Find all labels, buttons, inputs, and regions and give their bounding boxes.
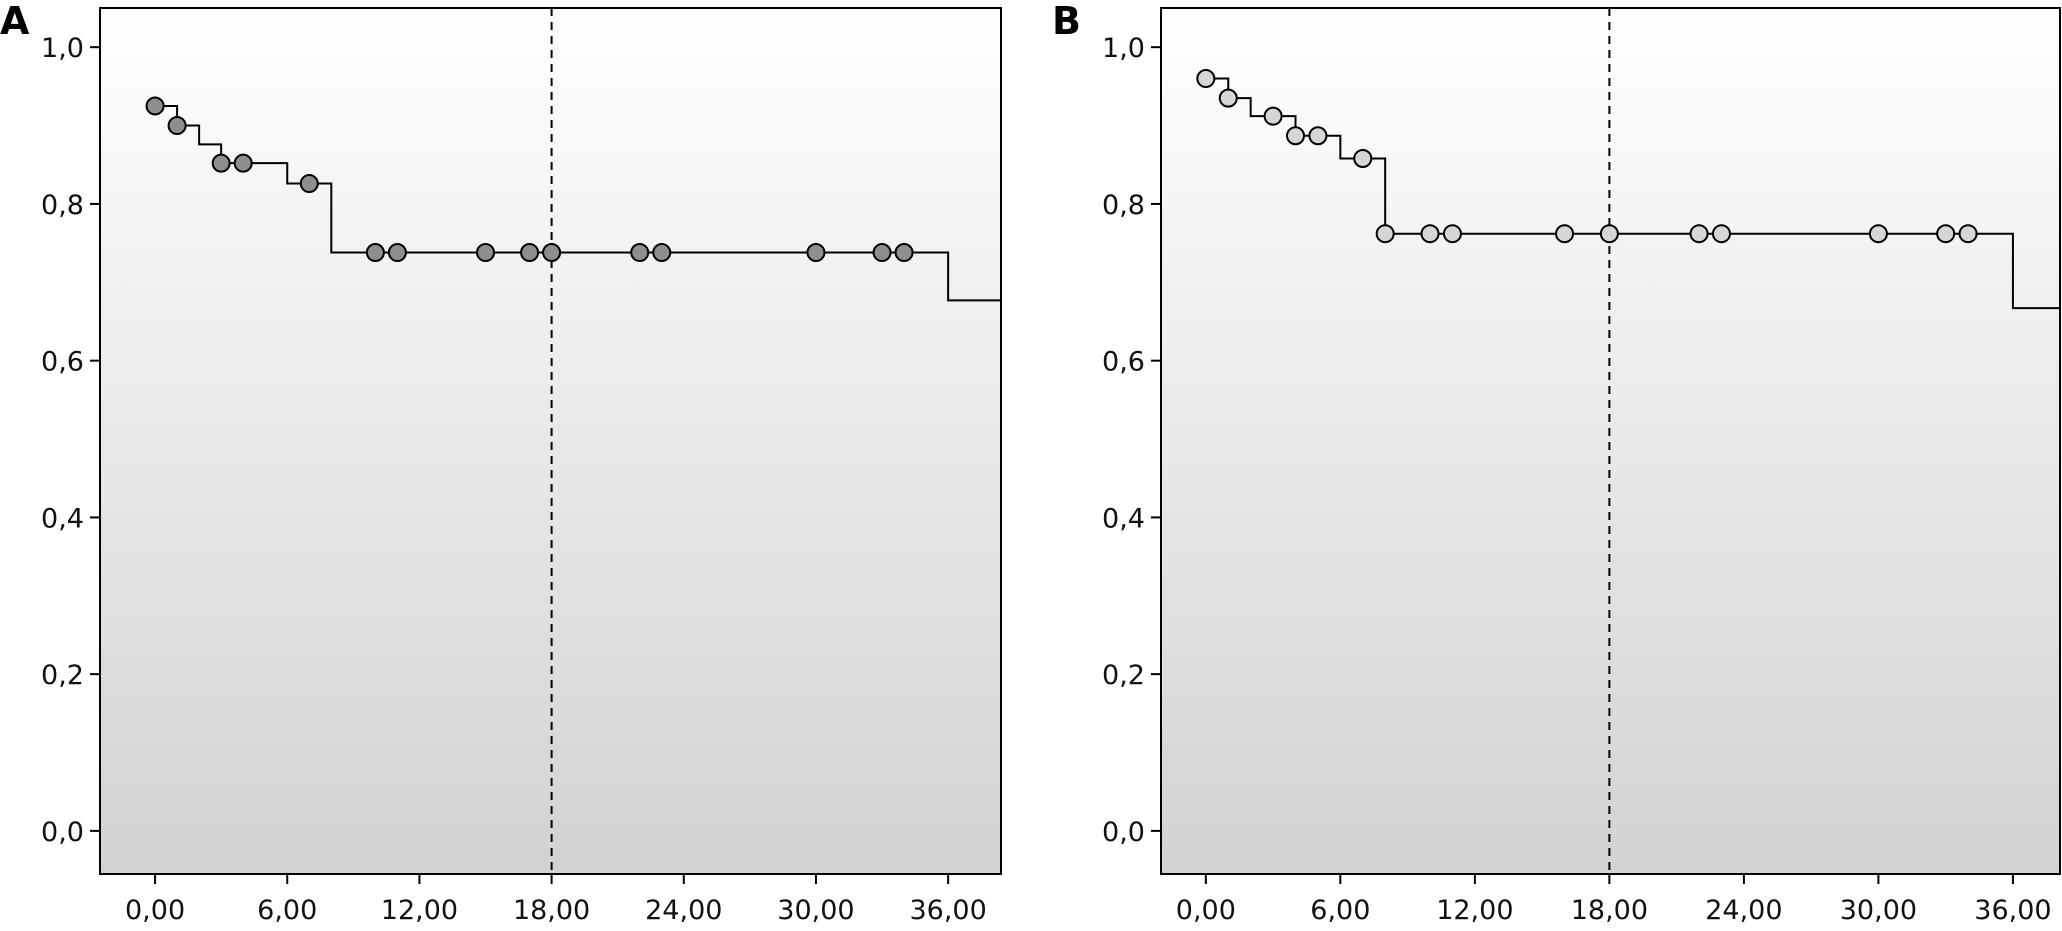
- x-tick-label: 36,00: [909, 895, 986, 926]
- censor-marker: [1286, 126, 1306, 146]
- censor-marker: [1442, 224, 1462, 244]
- censor-marker: [211, 153, 231, 173]
- x-tick-label: 12,00: [381, 895, 458, 926]
- censor-marker: [520, 243, 540, 263]
- y-tick-label: 0,2: [41, 660, 84, 691]
- x-axis: 0,00 6,00 12,00 18,00 24,00 30,00 36,00: [125, 874, 987, 926]
- censor-marker: [1689, 224, 1709, 244]
- censor-marker: [145, 96, 165, 116]
- x-tick-label: 18,00: [1571, 895, 1648, 926]
- censor-marker: [1353, 148, 1373, 168]
- censor-marker: [872, 243, 892, 263]
- censor-marker: [233, 153, 253, 173]
- censor-marker: [1599, 224, 1619, 244]
- y-tick-label: 0,8: [1102, 190, 1145, 221]
- y-tick-label: 0,6: [1102, 347, 1145, 378]
- censor-marker: [1936, 224, 1956, 244]
- censor-markers: [1196, 69, 1978, 244]
- censor-marker: [299, 174, 319, 194]
- plot-area: [99, 7, 1002, 875]
- x-tick-label: 24,00: [1705, 895, 1782, 926]
- x-axis: 0,00 6,00 12,00 18,00 24,00 30,00 36,00: [1176, 874, 2052, 926]
- x-tick-label: 6,00: [1310, 895, 1370, 926]
- x-tick-label: 30,00: [777, 895, 854, 926]
- censor-marker: [652, 243, 672, 263]
- plot-area: [1160, 7, 2061, 875]
- y-tick-label: 1,0: [41, 33, 84, 64]
- y-axis: 0,0 0,2 0,4 0,6 0,8 1,0: [1102, 33, 1161, 848]
- censor-marker: [1196, 69, 1216, 89]
- censor-marker: [1711, 224, 1731, 244]
- y-tick-label: 0,6: [41, 347, 84, 378]
- panel-label: A: [0, 0, 30, 43]
- censor-marker: [167, 116, 187, 136]
- censor-marker: [894, 243, 914, 263]
- censor-marker: [1958, 224, 1978, 244]
- censor-marker: [1868, 224, 1888, 244]
- censor-marker: [542, 243, 562, 263]
- x-tick-label: 18,00: [513, 895, 590, 926]
- y-tick-label: 0,2: [1102, 660, 1145, 691]
- panel-a: A 0,0 0,2 0,4 0,6 0,8 1,0 0,00 6,00 12,00 18,00 2…: [0, 0, 1002, 926]
- censor-marker: [387, 243, 407, 263]
- x-tick-label: 12,00: [1436, 895, 1513, 926]
- y-tick-label: 0,8: [41, 190, 84, 221]
- censor-marker: [1555, 224, 1575, 244]
- y-tick-label: 0,4: [1102, 503, 1145, 534]
- censor-marker: [365, 243, 385, 263]
- censor-marker: [1218, 88, 1238, 108]
- y-tick-label: 0,4: [41, 503, 84, 534]
- censor-marker: [1308, 126, 1328, 146]
- censor-marker: [476, 243, 496, 263]
- censor-marker: [630, 243, 650, 263]
- y-tick-label: 0,0: [1102, 817, 1145, 848]
- panel-b: B 0,0 0,2 0,4 0,6 0,8 1,0 0,00 6,00 12,00 18,00 2…: [1052, 0, 2061, 926]
- x-tick-label: 36,00: [1974, 895, 2051, 926]
- censor-marker: [1263, 106, 1283, 126]
- x-tick-label: 0,00: [125, 895, 185, 926]
- censor-marker: [806, 243, 826, 263]
- x-tick-label: 24,00: [645, 895, 722, 926]
- y-axis: 0,0 0,2 0,4 0,6 0,8 1,0: [41, 33, 100, 848]
- x-tick-label: 6,00: [257, 895, 317, 926]
- censor-marker: [1420, 224, 1440, 244]
- panel-label: B: [1052, 0, 1081, 43]
- censor-marker: [1375, 224, 1395, 244]
- y-tick-label: 0,0: [41, 817, 84, 848]
- y-tick-label: 1,0: [1102, 33, 1145, 64]
- x-tick-label: 30,00: [1840, 895, 1917, 926]
- x-tick-label: 0,00: [1176, 895, 1236, 926]
- censor-markers: [145, 96, 914, 263]
